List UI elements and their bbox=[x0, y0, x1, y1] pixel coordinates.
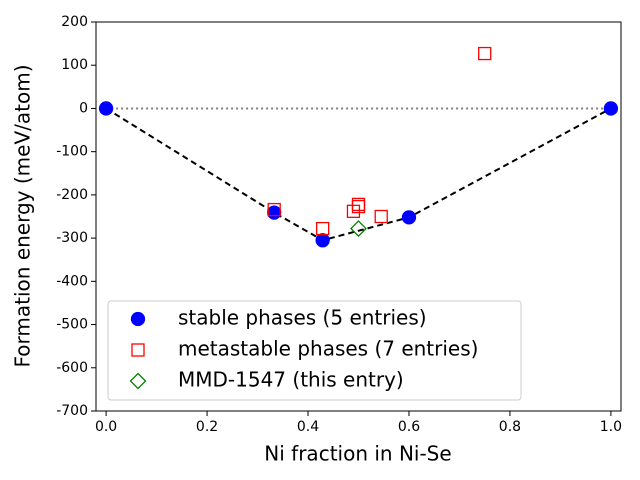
legend: stable phases (5 entries) metastable phas… bbox=[107, 300, 522, 401]
point bbox=[267, 205, 282, 220]
y-tick-label: -100 bbox=[56, 144, 88, 160]
x-tick-label: 1.0 bbox=[600, 419, 622, 435]
legend-box bbox=[107, 300, 522, 401]
point bbox=[350, 220, 367, 238]
point bbox=[603, 101, 619, 116]
legend-marker bbox=[130, 311, 146, 327]
y-tick-label: -700 bbox=[56, 403, 88, 419]
y-axis-label: Formation energy (meV/atom) bbox=[11, 65, 35, 368]
point bbox=[98, 101, 114, 116]
y-tick-label: -600 bbox=[56, 360, 88, 376]
x-tick-label: 0.6 bbox=[398, 419, 420, 435]
y-tick-label: -200 bbox=[56, 187, 88, 203]
legend-label: metastable phases (7 entries) bbox=[178, 337, 478, 361]
x-tick-label: 0.4 bbox=[297, 419, 319, 435]
point bbox=[315, 233, 330, 248]
y-tick-label: 200 bbox=[61, 14, 88, 30]
point bbox=[401, 210, 417, 225]
legend-marker bbox=[131, 343, 145, 357]
y-tick-label: 0 bbox=[79, 100, 88, 116]
legend-marker bbox=[129, 372, 147, 390]
point bbox=[267, 202, 281, 217]
x-tick-label: 0.0 bbox=[95, 419, 117, 435]
point bbox=[346, 204, 361, 218]
legend-label: MMD-1547 (this entry) bbox=[178, 368, 404, 392]
point bbox=[374, 209, 388, 224]
y-tick-label: -300 bbox=[56, 230, 88, 246]
x-tick-label: 0.2 bbox=[196, 419, 218, 435]
y-tick-label: -400 bbox=[56, 273, 88, 289]
y-tick-label: -500 bbox=[56, 317, 88, 333]
point bbox=[351, 197, 366, 212]
point bbox=[478, 46, 492, 61]
point bbox=[316, 221, 330, 236]
x-axis-label: Ni fraction in Ni-Se bbox=[264, 442, 451, 466]
y-tick-label: 100 bbox=[61, 57, 88, 73]
x-tick-label: 0.8 bbox=[499, 419, 521, 435]
plot-frame bbox=[95, 21, 622, 412]
legend-label: stable phases (5 entries) bbox=[178, 306, 427, 330]
